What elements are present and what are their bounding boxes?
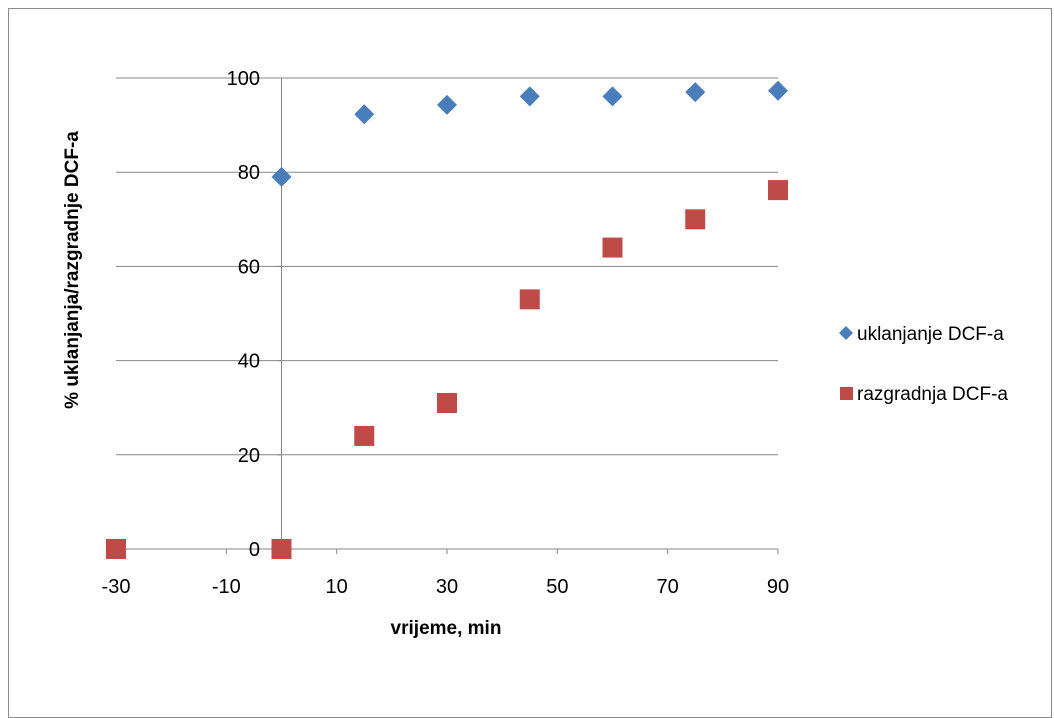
x-tick-label: 70	[657, 576, 679, 598]
data-point-uklanjanje	[602, 86, 623, 107]
data-point-razgradnja	[685, 209, 706, 230]
x-tick-label: 90	[767, 576, 789, 598]
legend-label-razgradnja: razgradnja DCF-a	[857, 384, 1008, 405]
data-point-razgradnja	[519, 289, 540, 310]
legend-marker-diamond	[839, 326, 853, 340]
y-tick-label: 20	[238, 445, 260, 467]
data-point-razgradnja	[354, 425, 375, 446]
x-axis-title: vrijeme, min	[391, 618, 502, 639]
legend-label-uklanjanje: uklanjanje DCF-a	[857, 324, 1004, 345]
data-point-razgradnja	[768, 180, 788, 201]
y-tick-label: 0	[249, 539, 260, 561]
x-tick-label: 30	[436, 576, 458, 598]
data-point-uklanjanje	[685, 82, 706, 103]
x-tick-label: -30	[102, 576, 131, 598]
axes	[115, 77, 779, 554]
data-point-razgradnja	[271, 539, 292, 559]
y-axis-title: % uklanjanja/razgradnje DCF-a	[62, 131, 83, 409]
x-tick-label: -10	[212, 576, 241, 598]
legend-marker-square	[840, 387, 853, 400]
y-tick-label: 100	[227, 68, 260, 90]
data-point-uklanjanje	[354, 104, 375, 125]
x-tick-label: 10	[326, 576, 348, 598]
data-point-razgradnja	[602, 237, 623, 258]
x-tick-labels: -30 -10 10 30 50 70 90	[102, 576, 790, 598]
x-tick-label: 50	[546, 576, 568, 598]
data-point-uklanjanje	[519, 86, 540, 107]
legend: uklanjanje DCF-a razgradnja DCF-a	[839, 324, 1008, 405]
data-point-razgradnja	[106, 539, 126, 559]
chart-frame	[8, 8, 1052, 718]
data-points	[106, 80, 788, 559]
y-tick-label: 40	[238, 351, 260, 373]
y-tick-label: 60	[238, 256, 260, 278]
y-tick-labels: 0 20 40 60 80 100	[227, 68, 260, 561]
data-point-razgradnja	[437, 392, 457, 413]
legend-item-razgradnja: razgradnja DCF-a	[840, 384, 1008, 405]
legend-item-uklanjanje: uklanjanje DCF-a	[839, 324, 1004, 345]
data-point-uklanjanje	[271, 166, 292, 187]
y-tick-label: 80	[238, 162, 260, 184]
data-point-uklanjanje	[768, 80, 788, 101]
data-point-uklanjanje	[437, 94, 457, 115]
gridlines	[116, 77, 778, 456]
